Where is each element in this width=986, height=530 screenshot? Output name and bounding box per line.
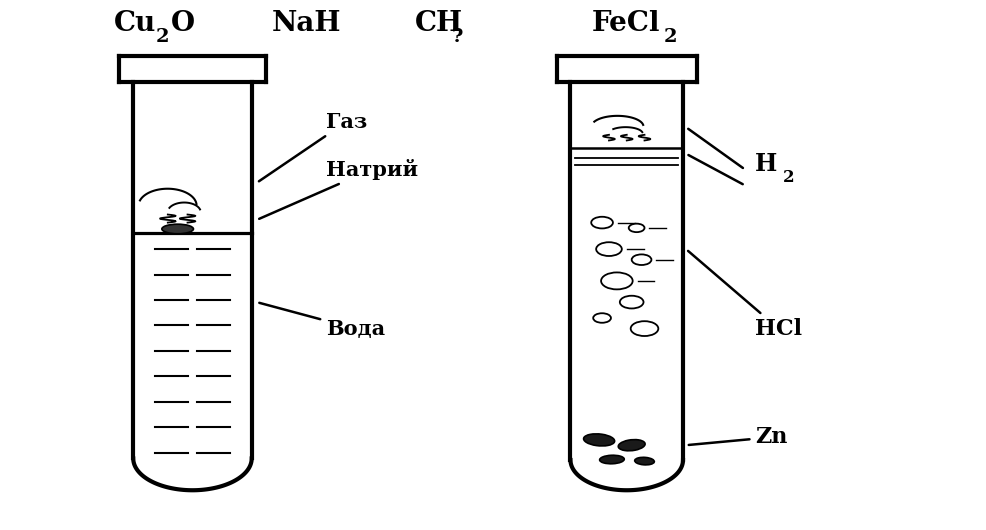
Circle shape <box>628 224 644 232</box>
Text: Натрий: Натрий <box>259 159 417 219</box>
Circle shape <box>631 254 651 265</box>
Ellipse shape <box>617 439 645 451</box>
Ellipse shape <box>162 224 193 234</box>
Text: CH: CH <box>414 11 462 37</box>
Circle shape <box>600 272 632 289</box>
Ellipse shape <box>599 455 623 464</box>
Text: Cu: Cu <box>113 11 156 37</box>
Text: FeCl: FeCl <box>592 11 660 37</box>
Circle shape <box>596 242 621 256</box>
Ellipse shape <box>634 457 654 465</box>
Text: 2: 2 <box>782 169 794 186</box>
Text: HCl: HCl <box>687 251 802 340</box>
Text: Вода: Вода <box>259 303 385 339</box>
Text: Газ: Газ <box>258 112 367 181</box>
Text: ?: ? <box>452 28 463 46</box>
Text: NaH: NaH <box>271 11 340 37</box>
Text: Zn: Zn <box>688 426 787 448</box>
Text: O: O <box>171 11 194 37</box>
Circle shape <box>619 296 643 308</box>
Text: H: H <box>754 152 777 176</box>
Ellipse shape <box>583 434 614 446</box>
Text: 2: 2 <box>156 28 170 46</box>
Text: 2: 2 <box>663 28 676 46</box>
Circle shape <box>593 313 610 323</box>
Circle shape <box>630 321 658 336</box>
Circle shape <box>591 217 612 228</box>
